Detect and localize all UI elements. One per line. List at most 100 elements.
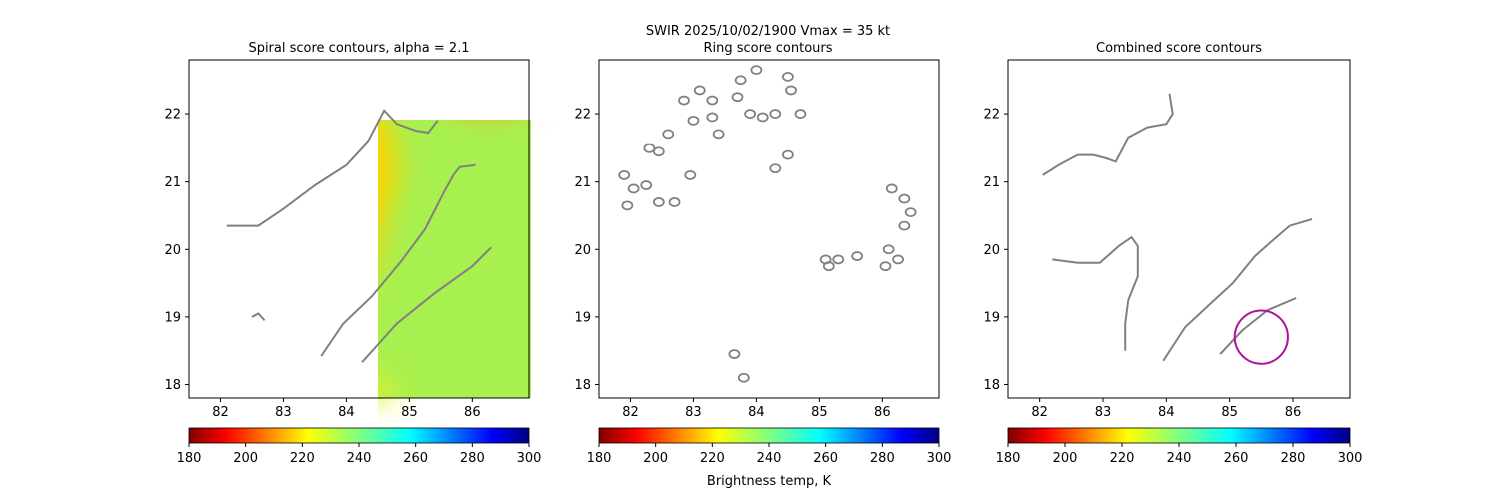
- colorbar-tick-label: 280: [1281, 451, 1306, 466]
- center-plus-marker: [1175, 225, 1183, 233]
- ring-contour: [693, 85, 706, 96]
- x-tick-label: 86: [464, 405, 481, 420]
- x-tick-label: 84: [338, 405, 355, 420]
- x-tick-label: 83: [275, 405, 292, 420]
- ring-contour: [712, 129, 725, 140]
- colorbar-tick-label: 220: [1110, 451, 1135, 466]
- colorbar-tick-label: 200: [643, 451, 668, 466]
- colorbar-tick-label: 180: [587, 451, 612, 466]
- colorbar: [188, 427, 530, 444]
- ring-contour: [781, 72, 794, 82]
- ring-contour: [750, 65, 763, 76]
- colorbar-tick-label: 260: [1224, 451, 1249, 466]
- y-tick-label: 18: [574, 378, 591, 393]
- center-plus-marker: [355, 225, 363, 233]
- ring-contour: [785, 85, 797, 96]
- colorbar-tick-label: 220: [290, 451, 315, 466]
- suptitle-line1: SWIR 2025/10/02/1900 Vmax = 35 kt: [646, 24, 890, 39]
- x-tick-label: 82: [1031, 405, 1048, 420]
- colorbar-tick-label: 240: [347, 451, 372, 466]
- x-tick-label: 84: [1158, 405, 1175, 420]
- ring-contour: [652, 197, 665, 207]
- ring-contour: [879, 261, 892, 272]
- score-contour: [251, 312, 266, 321]
- score-contour: [1042, 93, 1174, 176]
- colorbar-tick-label: 260: [403, 451, 428, 466]
- y-tick-label: 19: [983, 310, 1000, 325]
- ring-contour: [640, 180, 653, 190]
- y-tick-label: 21: [574, 175, 591, 190]
- y-tick-label: 22: [983, 108, 1000, 123]
- colorbar: [1007, 427, 1351, 444]
- panel-title-combined: Combined score contours: [1096, 41, 1262, 56]
- y-tick-label: 19: [164, 310, 181, 325]
- ring-contour: [781, 149, 794, 160]
- ring-contour: [662, 129, 675, 140]
- y-tick-label: 22: [164, 108, 181, 123]
- ring-contour: [885, 183, 898, 194]
- colorbar-tick-label: 280: [460, 451, 485, 466]
- x-tick-label: 85: [401, 405, 418, 420]
- y-tick-label: 21: [983, 175, 1000, 190]
- colorbar-tick-label: 280: [870, 451, 895, 466]
- ring-contour: [898, 220, 911, 231]
- brightness-heatmap: [595, 52, 949, 404]
- colorbar-tick-label: 300: [1338, 451, 1363, 466]
- y-tick-label: 22: [574, 108, 591, 123]
- score-contour: [320, 163, 476, 357]
- colorbar-tick-label: 180: [177, 451, 202, 466]
- y-tick-label: 20: [983, 243, 1000, 258]
- colorbar-tick-label: 300: [927, 451, 952, 466]
- y-tick-label: 18: [983, 378, 1000, 393]
- colorbar-tick-label: 200: [233, 451, 258, 466]
- y-tick-label: 18: [164, 378, 181, 393]
- ring-contour: [618, 170, 631, 180]
- ring-contour: [678, 95, 690, 106]
- x-tick-label: 84: [748, 405, 765, 420]
- ring-contour: [744, 109, 757, 119]
- score-contour: [226, 108, 439, 227]
- brightness-heatmap: [185, 52, 539, 404]
- ring-contour: [621, 200, 634, 211]
- panel-spiral: Spiral score contours, alpha = 2.1 82 83 8…: [164, 41, 539, 420]
- ring-contour: [684, 170, 697, 180]
- axes-frame: [188, 59, 530, 399]
- score-contour: [1219, 297, 1297, 355]
- ring-contour: [728, 349, 741, 359]
- ring-contour: [652, 146, 665, 157]
- colorbar-tick-label: 240: [757, 451, 782, 466]
- ring-contour: [832, 254, 845, 265]
- score-contour: [361, 246, 492, 363]
- x-tick-label: 86: [874, 405, 891, 420]
- ring-contour: [687, 115, 700, 126]
- panel-ring: 82 83 84 85 86 18 19 20 21 22: [574, 52, 949, 420]
- colorbar-tick-label: 300: [517, 451, 542, 466]
- center-circle-marker: [1233, 309, 1289, 365]
- ring-contour: [904, 207, 917, 218]
- y-tick-label: 21: [164, 175, 181, 190]
- ring-contour: [668, 197, 681, 207]
- ring-contour: [769, 109, 782, 119]
- score-contour: [1052, 235, 1139, 351]
- axes-frame: [598, 59, 940, 399]
- ring-contour: [737, 372, 750, 383]
- y-tick-label: 19: [574, 310, 591, 325]
- panel-combined: Combined score contours 82 83 84 85 86 18 19 20…: [983, 41, 1351, 420]
- ring-contour: [643, 142, 656, 153]
- ring-contour: [794, 109, 807, 119]
- ring-contour: [769, 163, 782, 174]
- panel-title-spiral: Spiral score contours, alpha = 2.1: [248, 41, 469, 56]
- ring-contour: [851, 251, 864, 261]
- colorbar-tick-label: 260: [813, 451, 838, 466]
- colorbar-tick-label: 180: [996, 451, 1021, 466]
- x-tick-label: 82: [622, 405, 639, 420]
- y-tick-label: 20: [574, 243, 591, 258]
- colorbar-label: Brightness temp, K: [707, 474, 832, 489]
- ring-contour: [706, 112, 719, 123]
- ring-contour: [756, 112, 769, 123]
- x-tick-label: 85: [811, 405, 828, 420]
- colorbar-tick-label: 220: [700, 451, 725, 466]
- x-tick-label: 86: [1285, 405, 1302, 420]
- x-tick-label: 85: [1221, 405, 1238, 420]
